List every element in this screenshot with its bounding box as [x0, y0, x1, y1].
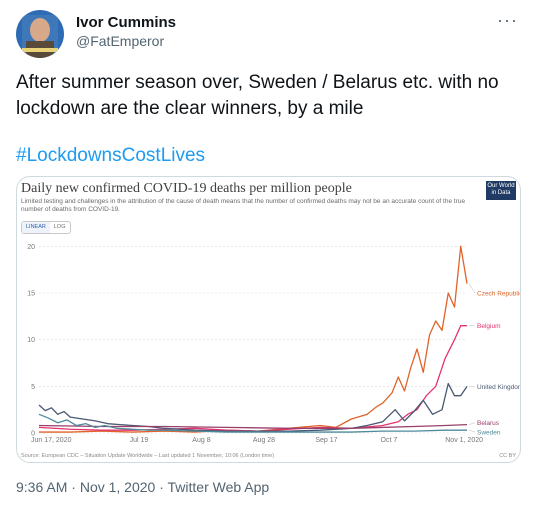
- series-leader: [468, 429, 476, 433]
- series-leader: [468, 283, 476, 294]
- scale-toggle: LINEAR LOG: [21, 221, 71, 234]
- tweet-source[interactable]: Twitter Web App: [167, 479, 270, 495]
- series-line: [39, 245, 468, 433]
- x-tick-label: Aug 28: [253, 437, 275, 444]
- x-tick-label: Aug 8: [192, 437, 210, 444]
- author-name[interactable]: Ivor Cummins: [76, 14, 177, 31]
- x-tick-label: Jul 19: [130, 437, 149, 444]
- chart-title: Daily new confirmed COVID-19 deaths per …: [21, 181, 352, 196]
- tweet-text: After summer season over, Sweden / Belar…: [16, 72, 499, 119]
- tweet-meta: 9:36 AM · Nov 1, 2020 · Twitter Web App: [16, 479, 269, 495]
- y-tick-label: 5: [31, 384, 35, 391]
- linear-toggle: LINEAR: [22, 222, 50, 233]
- y-tick-label: 0: [31, 431, 35, 438]
- chart-image[interactable]: Daily new confirmed COVID-19 deaths per …: [16, 176, 521, 463]
- series-line: [38, 382, 468, 432]
- series-label: Sweden: [477, 430, 501, 437]
- series-label: Czech Republic: [477, 291, 520, 298]
- hashtag-link[interactable]: #LockdownsCostLives: [16, 145, 206, 166]
- tweet-date[interactable]: Nov 1, 2020: [79, 479, 156, 495]
- chart-license: CC BY: [499, 453, 516, 459]
- y-tick-label: 15: [27, 291, 35, 298]
- line-chart: 0 5 10 15 20 Jun 17, 2020 Jul 19 Aug 8 Aug 28 Sep…: [27, 244, 520, 444]
- series-line: [38, 423, 468, 429]
- tweet-time[interactable]: 9:36 AM: [16, 479, 68, 495]
- more-dots-icon[interactable]: ···: [497, 10, 518, 30]
- meta-separator-1: ·: [71, 479, 80, 495]
- author-handle[interactable]: @FatEmperor: [76, 33, 165, 49]
- x-tick-label: Nov 1, 2020: [445, 437, 483, 444]
- y-tick-label: 20: [27, 244, 35, 251]
- meta-separator-2: ·: [159, 479, 168, 495]
- series-leader: [468, 422, 476, 425]
- series-label: Belarus: [477, 420, 500, 427]
- series-line: [38, 325, 467, 432]
- log-toggle: LOG: [53, 224, 66, 230]
- y-tick-label: 10: [27, 337, 35, 344]
- x-tick-label: Sep 17: [315, 437, 337, 444]
- avatar-image: [16, 10, 64, 58]
- owid-logo: Our World in Data: [486, 181, 516, 200]
- series-line: [38, 413, 467, 433]
- series-label: Belgium: [477, 323, 500, 330]
- x-tick-label: Oct 7: [381, 437, 398, 444]
- avatar[interactable]: [16, 10, 64, 58]
- series-label: United Kingdom: [477, 384, 520, 391]
- chart-source: Source: European CDC – Situation Update …: [21, 453, 275, 459]
- x-tick-label: Jun 17, 2020: [31, 437, 72, 444]
- chart-subtitle: Limited testing and challenges in the at…: [21, 198, 466, 213]
